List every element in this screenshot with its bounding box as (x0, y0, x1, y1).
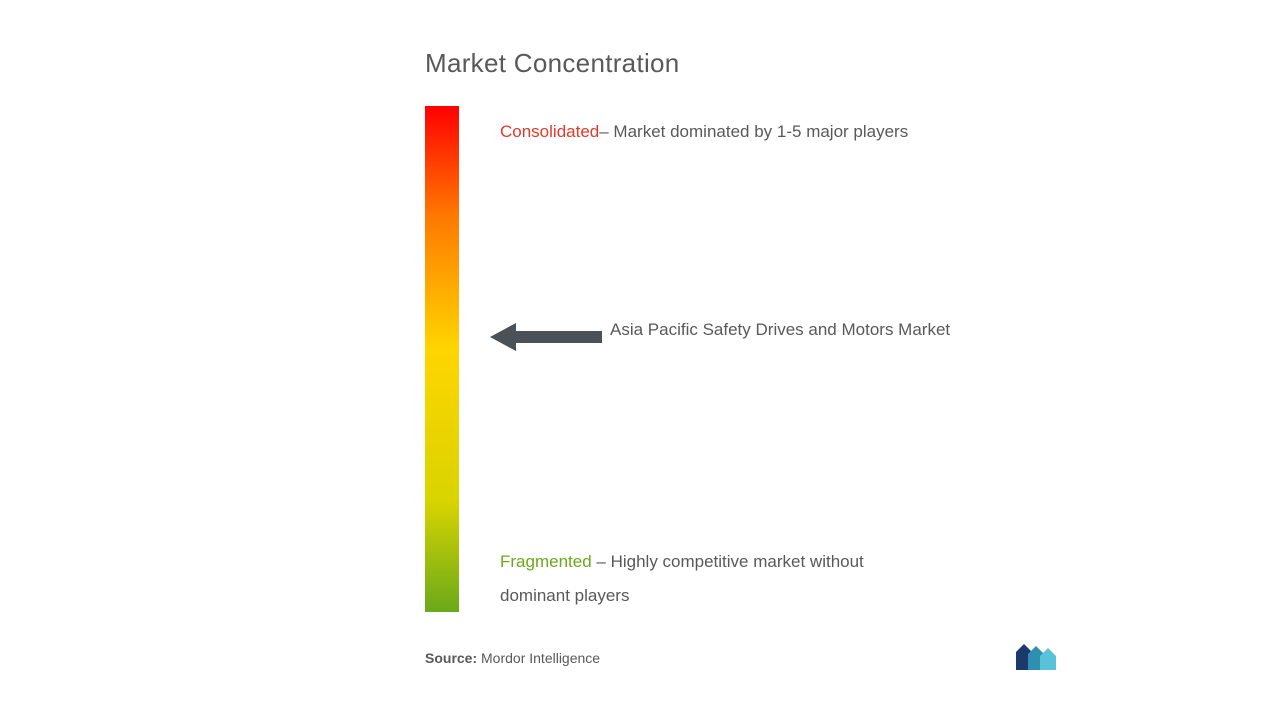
source-citation: Source: Mordor Intelligence (425, 650, 600, 666)
consolidated-keyword: Consolidated (500, 122, 599, 141)
fragmented-label: Fragmented – Highly competitive market w… (500, 545, 930, 613)
brand-logo (1014, 640, 1060, 674)
logo-icon (1014, 640, 1060, 674)
consolidated-label: Consolidated– Market dominated by 1-5 ma… (500, 115, 908, 149)
market-position-arrow (490, 323, 602, 351)
gradient-svg (425, 106, 459, 612)
concentration-gradient-bar (425, 106, 459, 612)
consolidated-description: – Market dominated by 1-5 major players (599, 122, 908, 141)
page-title: Market Concentration (425, 48, 680, 79)
arrow-head-icon (490, 323, 516, 351)
arrow-shaft (514, 331, 602, 343)
market-name-label: Asia Pacific Safety Drives and Motors Ma… (610, 313, 950, 347)
fragmented-keyword: Fragmented (500, 552, 592, 571)
source-label: Source: (425, 650, 477, 666)
source-value: Mordor Intelligence (481, 650, 600, 666)
